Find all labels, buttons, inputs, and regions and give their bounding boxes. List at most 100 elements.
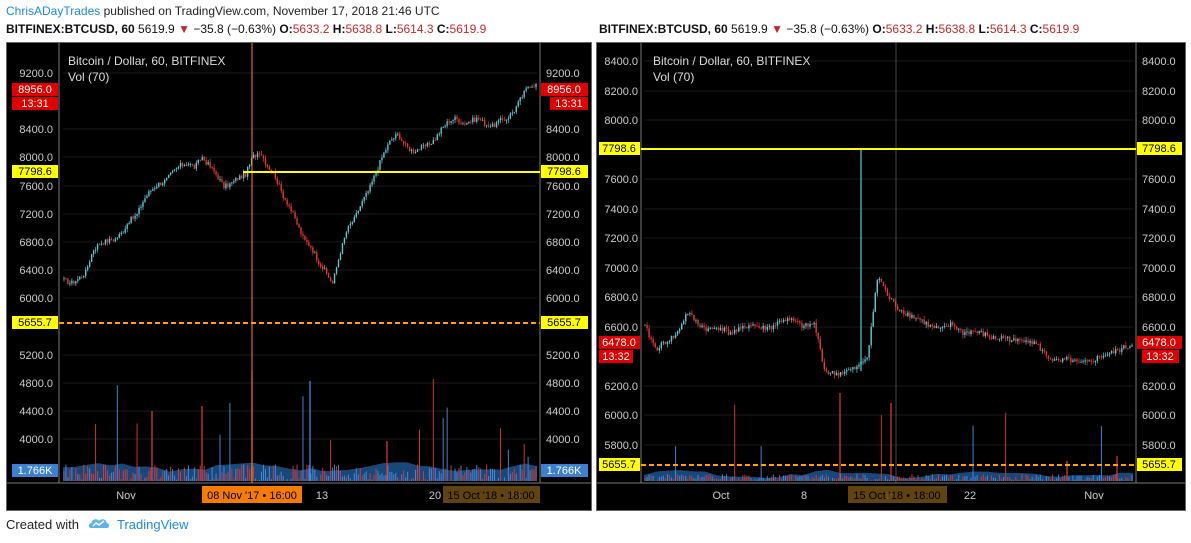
right-scale-label: 4400.0 [546,406,580,418]
candle-body [426,142,429,147]
cursor-date-tag-bg [202,486,302,503]
candle-body [1068,357,1070,358]
candle-body [399,133,401,140]
candle-body [693,314,695,321]
candle-body [513,111,515,113]
candle-body [420,145,423,150]
candle-body [654,343,656,348]
right-scale-label: 4000.0 [546,434,580,446]
candle-body [872,311,874,327]
chart-svg-right[interactable]: Bitcoin / Dollar, 60, BITFINEX Vol (70) … [597,43,1185,510]
candle-body [397,133,399,135]
tradingview-cloud-icon[interactable] [87,516,111,533]
candle-body [531,86,533,88]
author-link[interactable]: ChrisADayTrades [6,4,101,18]
candle-body [292,211,294,213]
chart-svg-left[interactable]: Bitcoin / Dollar, 60, BITFINEX Vol (70) … [7,43,591,510]
candle-body [171,170,174,173]
candle-body [487,124,490,127]
candle-body [1047,355,1050,359]
candle-body [515,106,517,112]
candle-body [1100,356,1103,358]
candle-body [438,133,440,135]
candle-body [221,179,223,183]
candle-body [1037,344,1039,345]
candle-body [750,325,752,326]
candle-body [1061,358,1064,362]
candle-body [410,149,413,151]
candle-body [296,218,298,225]
candle-body [499,118,502,121]
candle-body [347,225,350,232]
candle-body [821,349,823,362]
candle-body [770,326,773,330]
candle-body [927,321,929,327]
candle-body [962,329,964,335]
candle-body [385,150,387,153]
candle-body [207,162,209,165]
right-scale-label: 8400.0 [546,124,580,136]
candle-body [122,232,124,234]
candle-body [786,318,789,322]
candle-body [856,366,858,370]
candle-body [519,97,521,102]
candle-body [270,169,273,173]
candle-body [884,285,887,290]
candle-body [1041,349,1044,351]
candle-body [994,336,997,339]
candle-body [264,158,267,165]
chart-panel-right[interactable]: Bitcoin / Dollar, 60, BITFINEX Vol (70) … [596,42,1186,511]
candle-body [175,168,178,170]
candle-body [150,190,152,192]
candle-body [846,369,848,372]
tradingview-brand-link[interactable]: TradingView [116,517,189,532]
candle-body [280,184,282,192]
candle-body [1102,355,1105,358]
left-scale-label: 4000.0 [19,434,53,446]
candle-body [919,318,921,320]
candle-body [658,348,660,351]
candle-body [63,278,65,280]
left-scale-label: 5800.0 [604,440,638,452]
dashed-tag-right: 5655.7 [547,317,581,329]
candle-body [683,321,685,325]
candle-body [1080,361,1082,363]
candle-body [243,172,245,179]
candle-body [124,228,126,233]
chart-panel-left[interactable]: Bitcoin / Dollar, 60, BITFINEX Vol (70) … [6,42,592,511]
candle-body [945,325,948,327]
candle-body [1078,361,1080,363]
candle-body [205,160,207,165]
candle-body [691,313,693,315]
price-tag-left: 8956.0 [18,84,52,96]
right-scale-label: 7000.0 [1142,263,1176,275]
candle-body [134,215,136,219]
right-scale-label: 9200.0 [546,68,580,80]
candle-body [1051,358,1054,361]
candle-body [183,164,186,166]
candle-body [274,171,277,179]
candle-body [71,280,73,284]
candle-body [169,172,172,175]
candle-body [211,167,213,169]
candle-body [888,295,891,300]
price-tag-right: 6478.0 [1142,337,1176,349]
candle-body [458,118,460,123]
price-tag-left: 6478.0 [602,337,636,349]
candle-body [468,121,470,124]
left-scale-label: 6400.0 [19,265,53,277]
right-scale-label: 7600.0 [1142,174,1176,186]
candle-body [406,143,409,147]
candle-body [521,97,523,99]
candle-body [1092,361,1094,363]
candle-body [670,335,673,342]
candle-body [1104,355,1107,357]
candle-body [85,269,87,276]
left-scale-label: 4400.0 [19,406,53,418]
candle-body [1074,359,1076,361]
candle-body [689,313,691,315]
candle-body [306,239,308,243]
candle-body [866,357,868,360]
candle-body [379,160,381,170]
candle-body [369,184,371,192]
